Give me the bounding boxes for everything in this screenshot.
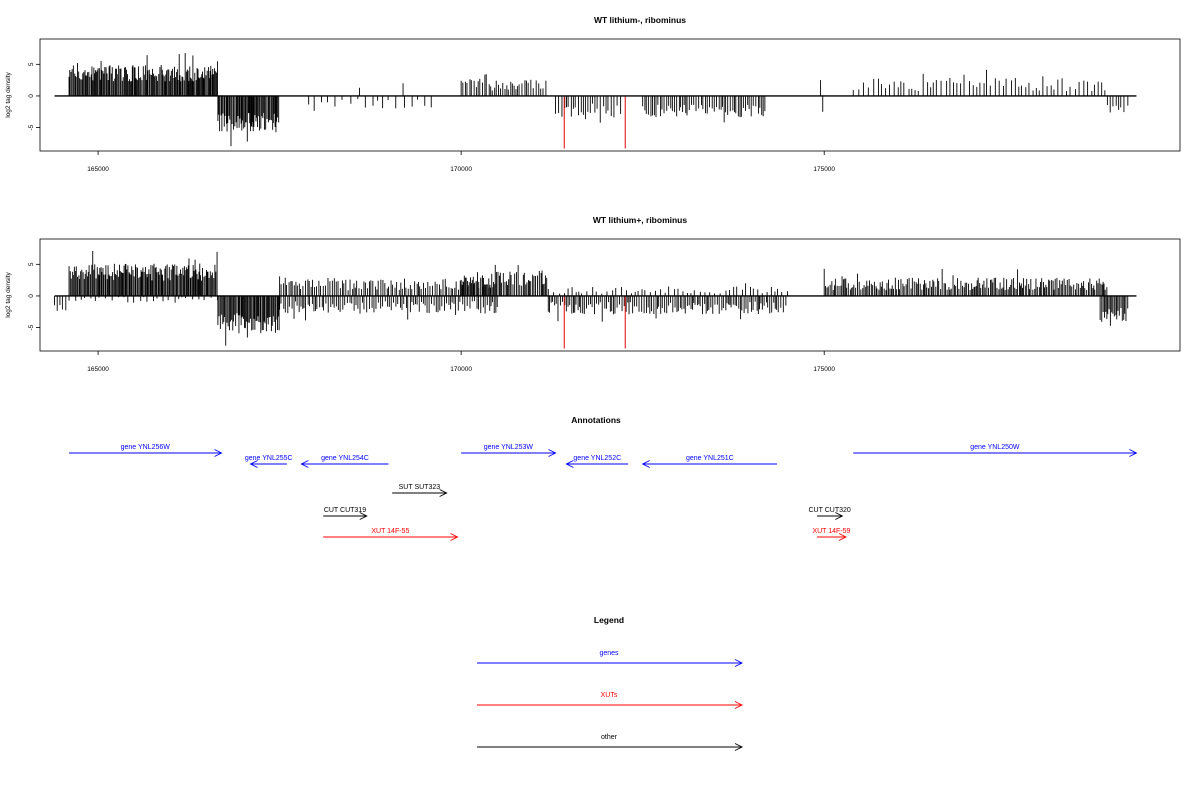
feature-arrow: [323, 533, 459, 541]
legend-label: genes: [599, 650, 619, 657]
x-tick-label: 165000: [87, 166, 109, 173]
feature-label: CUT CUT319: [324, 507, 366, 514]
plot-frame: [39, 238, 1181, 352]
feature-arrow: [816, 512, 844, 520]
feature-label: gene YNL253W: [484, 444, 534, 451]
annotation-features: gene YNL256W gene YNL255C gene YNL254C gene…: [69, 444, 1138, 541]
feature-label: gene YNL250W: [970, 444, 1020, 451]
plot-frame: [39, 38, 1181, 152]
panel-lithium-plus: WT lithium+, ribominus log2 tag density 5 0…: [5, 215, 1181, 373]
feature-label: gene YNL251C: [686, 455, 734, 462]
density-bars: [68, 53, 1129, 149]
feature-label: gene YNL254C: [321, 455, 369, 462]
feature-arrow: [641, 460, 778, 468]
feature-label: XUT 14F-55: [371, 528, 409, 535]
legend: Legend genes XUTs other: [477, 615, 744, 751]
feature-arrow: [300, 460, 389, 468]
x-tick-label: 170000: [450, 366, 472, 373]
legend-entries: genes XUTs other: [477, 650, 744, 751]
y-axis-label: log2 tag density: [5, 71, 12, 117]
feature-arrow: [816, 533, 847, 541]
legend-label: other: [601, 734, 618, 741]
legend-title: Legend: [594, 615, 624, 625]
x-tick-label: 175000: [813, 366, 835, 373]
feature-label: gene YNL255C: [245, 455, 293, 462]
feature-arrow: [565, 460, 629, 468]
feature-arrow: [461, 449, 557, 457]
legend-arrow: [477, 743, 744, 751]
x-tick-label: 175000: [813, 166, 835, 173]
legend-arrow: [477, 659, 744, 667]
feature-arrow: [853, 449, 1138, 457]
panel-lithium-minus: WT lithium-, ribominus log2 tag density 5 0…: [5, 15, 1181, 173]
x-tick-label: 170000: [450, 166, 472, 173]
legend-label: XUTs: [601, 692, 618, 699]
feature-arrow: [249, 460, 287, 468]
y-tick-label: 0: [28, 94, 35, 98]
y-tick-label: -5: [28, 124, 35, 130]
plot-title: WT lithium-, ribominus: [594, 15, 686, 25]
feature-label: gene YNL256W: [121, 444, 171, 451]
feature-arrow: [323, 512, 368, 520]
feature-label: CUT CUT320: [809, 507, 851, 514]
y-tick-label: 5: [28, 262, 35, 266]
density-bars: [54, 250, 1129, 349]
feature-label: XUT 14F-59: [812, 528, 850, 535]
y-tick-label: 0: [28, 294, 35, 298]
feature-label: SUT SUT323: [399, 484, 441, 491]
plot-title: WT lithium+, ribominus: [593, 215, 687, 225]
y-axis-label: log2 tag density: [5, 271, 12, 317]
feature-label: gene YNL252C: [573, 455, 621, 462]
x-tick-label: 165000: [87, 366, 109, 373]
y-tick-label: 5: [28, 62, 35, 66]
annotations-title: Annotations: [571, 415, 621, 425]
feature-arrow: [392, 489, 448, 497]
y-tick-label: -5: [28, 324, 35, 330]
legend-arrow: [477, 701, 744, 709]
feature-arrow: [69, 449, 223, 457]
